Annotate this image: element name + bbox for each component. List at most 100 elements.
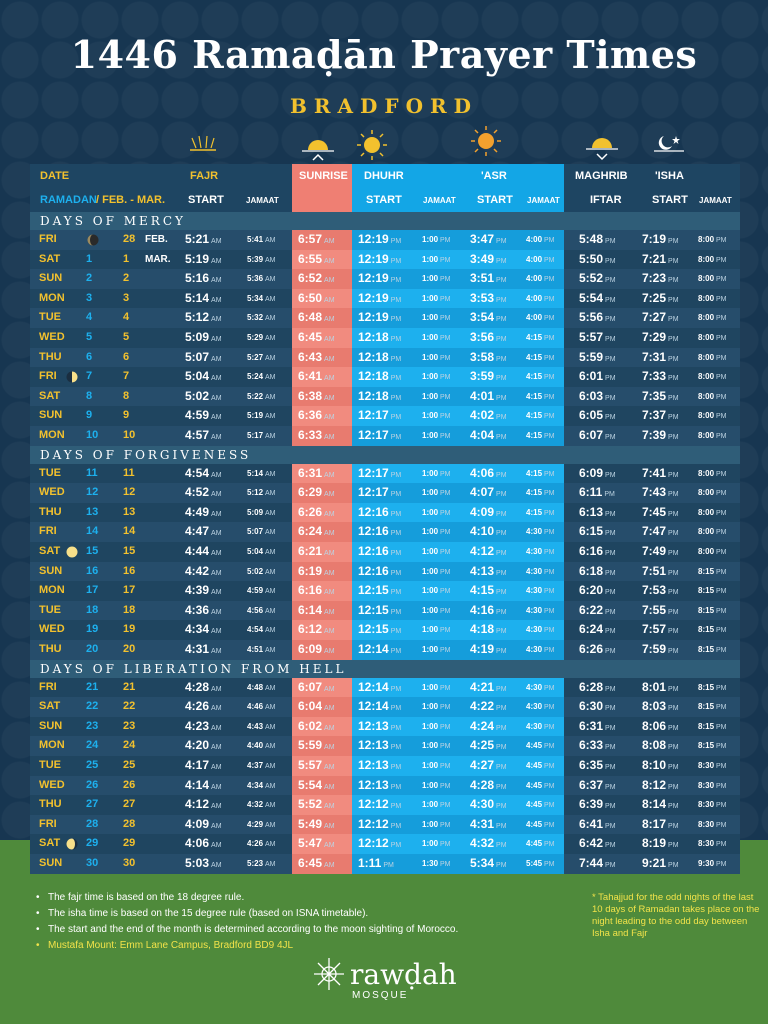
table-row: TUE 18 18 4:36 AM 4:56 AM 6:14 AM 12:15 PM 1:00 PM 4:… xyxy=(30,600,740,621)
dhuhr-start-cell-value: 1:11 xyxy=(358,856,382,870)
asr-start-cell-value: 4:30 xyxy=(470,797,495,812)
isha-start-cell: 9:21 PM xyxy=(642,856,679,870)
dhuhr-start-cell: 12:13 PM xyxy=(358,718,402,733)
asr-jamaat-cell: 4:30 PM xyxy=(526,625,555,635)
isha-start-cell-value: 7:39 xyxy=(642,428,667,442)
asr-jamaat-cell-value: 5:45 xyxy=(526,859,543,868)
dhuhr-start-cell-value: 12:14 xyxy=(358,679,389,694)
maghrib-cell: 7:44 PM xyxy=(579,856,616,870)
dhuhr-start-cell-value: 12:12 xyxy=(358,797,389,812)
asr-start-cell: 4:09 PM xyxy=(470,504,507,519)
day-cell: FRI xyxy=(39,525,57,538)
maghrib-header: MAGHRIB xyxy=(575,170,628,182)
ramadan-day-cell: 22 xyxy=(86,700,99,713)
isha-jamaat-cell: 9:30 PM xyxy=(698,859,727,868)
sunrise-cell: 6:29 AM xyxy=(298,485,335,500)
day-cell: SUN xyxy=(39,564,63,577)
gregorian-day-cell: 1 xyxy=(123,252,130,265)
asr-start-cell: 3:56 PM xyxy=(470,330,507,344)
city-subtitle: BRADFORD xyxy=(290,94,478,118)
asr-start-cell-value: 3:56 xyxy=(470,330,495,344)
asr-start-cell-value: 4:12 xyxy=(470,544,495,558)
fajr-start-cell-value: 5:12 xyxy=(185,310,210,325)
table-row: FRI 28 28 4:09 AM 4:29 AM 5:49 AM 12:12 PM 1:00 PM 4:… xyxy=(30,814,740,835)
maghrib-cell: 6:07 PM xyxy=(579,428,616,442)
gregorian-day-cell: 26 xyxy=(123,778,136,791)
dhuhr-asr-cell-bg xyxy=(352,406,564,426)
isha-jamaat-cell-value: 8:00 xyxy=(698,293,715,303)
fajr-start-cell-value: 4:47 xyxy=(185,524,210,539)
fajr-start-cell-value: 4:44 xyxy=(185,544,210,558)
table-row: MON 3 3 5:14 AM 5:34 AM 6:50 AM 12:19 PM 1:00 PM 3:53… xyxy=(30,288,740,309)
dhuhr-header: DHUHR xyxy=(364,170,404,182)
fajr-start-cell-value: 4:36 xyxy=(185,602,210,617)
asr-start-cell-value: 4:25 xyxy=(470,738,495,753)
fajr-start-cell: 5:12 AM xyxy=(185,310,222,325)
maghrib-cell-value: 6:33 xyxy=(579,738,604,753)
isha-start-cell: 7:53 PM xyxy=(642,583,679,598)
isha-jamaat-cell-value: 8:15 xyxy=(698,682,715,692)
maghrib-cell-value: 6:13 xyxy=(579,504,604,519)
dhuhr-start-cell: 12:16 PM xyxy=(358,524,402,539)
maghrib-cell-value: 6:24 xyxy=(579,622,604,637)
maghrib-cell-value: 5:54 xyxy=(579,290,604,305)
isha-start-cell-value: 8:06 xyxy=(642,718,667,733)
gregorian-day-cell: 11 xyxy=(123,466,135,479)
isha-start-cell-value: 7:57 xyxy=(642,622,667,637)
asr-start-cell-value: 4:10 xyxy=(470,524,495,539)
asr-jamaat-cell: 4:00 PM xyxy=(526,274,555,284)
isha-start-cell-value: 8:12 xyxy=(642,777,667,792)
fajr-start-cell-value: 4:54 xyxy=(185,465,210,480)
dhuhr-jamaat-cell: 1:00 PM xyxy=(422,391,451,401)
sunrise-cell-bg xyxy=(292,640,352,660)
maghrib-cell: 6:05 PM xyxy=(579,408,616,423)
fajr-start-cell: 5:09 AM xyxy=(185,330,222,344)
isha-jamaat-cell: 8:30 PM xyxy=(698,761,727,770)
maghrib-cell: 6:24 PM xyxy=(579,622,616,637)
sunrise-cell-value: 6:04 xyxy=(298,699,323,714)
sunrise-cell-bg xyxy=(292,502,352,523)
asr-start-cell-value: 3:58 xyxy=(470,349,495,364)
dhuhr-jamaat-cell-value: 1:30 xyxy=(422,859,439,868)
maghrib-cell-value: 6:07 xyxy=(579,428,604,442)
gregorian-day-cell: 16 xyxy=(123,564,136,577)
dhuhr-start-cell-value: 12:17 xyxy=(358,465,389,480)
asr-jamaat-cell: 4:30 PM xyxy=(526,645,555,654)
gregorian-day-cell: 25 xyxy=(123,759,136,771)
isha-start-cell: 8:17 PM xyxy=(642,816,679,831)
sunrise-cell-bg xyxy=(292,854,352,874)
sunrise-cell-bg xyxy=(292,522,352,542)
isha-jamaat-cell: 8:15 PM xyxy=(698,682,727,692)
fajr-start-cell: 4:09 AM xyxy=(185,816,222,831)
isha-jamaat-cell: 8:00 PM xyxy=(698,488,727,498)
day-cell: TUE xyxy=(39,466,61,479)
sunrise-cell-value: 6:57 xyxy=(298,232,323,246)
dhuhr-asr-cell-bg xyxy=(352,581,564,601)
dhuhr-start-cell-value: 12:13 xyxy=(358,738,389,753)
asr-jamaat-cell: 4:30 PM xyxy=(526,702,555,712)
fajr-jamaat-cell: 5:19 AM xyxy=(247,411,276,421)
asr-jamaat-cell-value: 4:15 xyxy=(526,507,543,517)
dhuhr-jamaat-cell-value: 1:00 xyxy=(422,566,439,576)
gregorian-day-cell: 8 xyxy=(123,389,130,402)
maghrib-cell: 6:13 PM xyxy=(579,504,616,519)
dhuhr-start-cell-value: 12:13 xyxy=(358,777,389,792)
ramadan-day-cell: 28 xyxy=(86,817,99,830)
fajr-jamaat-cell: 4:51 AM xyxy=(247,645,276,654)
sunrise-cell: 6:16 AM xyxy=(298,583,335,598)
isha-start-cell-value: 7:53 xyxy=(642,583,667,598)
isha-jamaat-cell-value: 8:15 xyxy=(698,702,715,712)
gregorian-day-cell: 15 xyxy=(123,545,136,557)
dhuhr-start-cell-value: 12:18 xyxy=(358,330,389,344)
fajr-start-cell: 4:28 AM xyxy=(185,679,222,694)
asr-jamaat-cell: 4:45 PM xyxy=(526,839,555,849)
fajr-start-cell: 4:39 AM xyxy=(185,583,222,598)
sunrise-cell-value: 6:33 xyxy=(298,428,323,442)
ramadan-header: RAMADAN xyxy=(40,194,97,206)
dhuhr-start-cell-value: 12:17 xyxy=(358,408,389,423)
asr-jamaat-cell-value: 4:45 xyxy=(526,839,543,849)
dhuhr-start-cell-value: 12:15 xyxy=(358,602,389,617)
month-cell: MAR. xyxy=(145,253,171,265)
dhuhr-start-cell: 12:14 PM xyxy=(358,642,402,656)
sunrise-cell-value: 6:45 xyxy=(298,856,323,870)
